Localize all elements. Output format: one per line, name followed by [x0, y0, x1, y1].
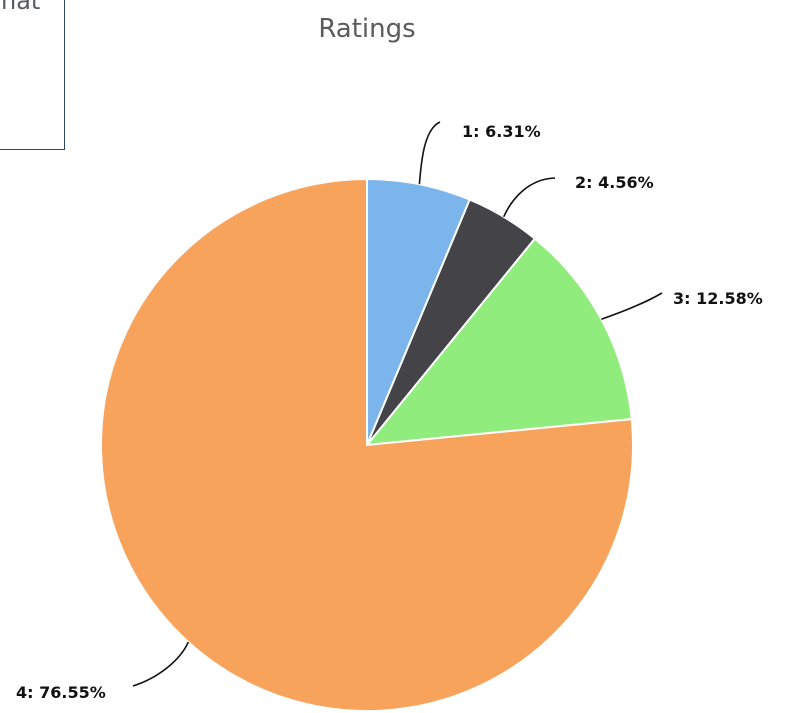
data-label-4: 4: 76.55% [16, 683, 106, 702]
pie-connectors [132, 121, 663, 687]
pie-slices [100, 177, 634, 712]
chart-title: Ratings [318, 14, 415, 44]
connector-4 [132, 641, 190, 687]
pie-labels: 1: 6.31% 2: 4.56% 3: 12.58% 4: 76.55% [16, 122, 763, 702]
connector-1 [418, 121, 441, 185]
pie-slice-4[interactable] [100, 177, 634, 712]
data-label-2: 2: 4.56% [575, 173, 654, 192]
data-label-1: 1: 6.31% [462, 122, 541, 141]
connector-2 [502, 177, 556, 218]
data-label-3: 3: 12.58% [673, 289, 763, 308]
partial-panel: hat [0, 0, 65, 150]
partial-panel-text: hat [1, 0, 41, 15]
connector-3 [601, 292, 663, 320]
